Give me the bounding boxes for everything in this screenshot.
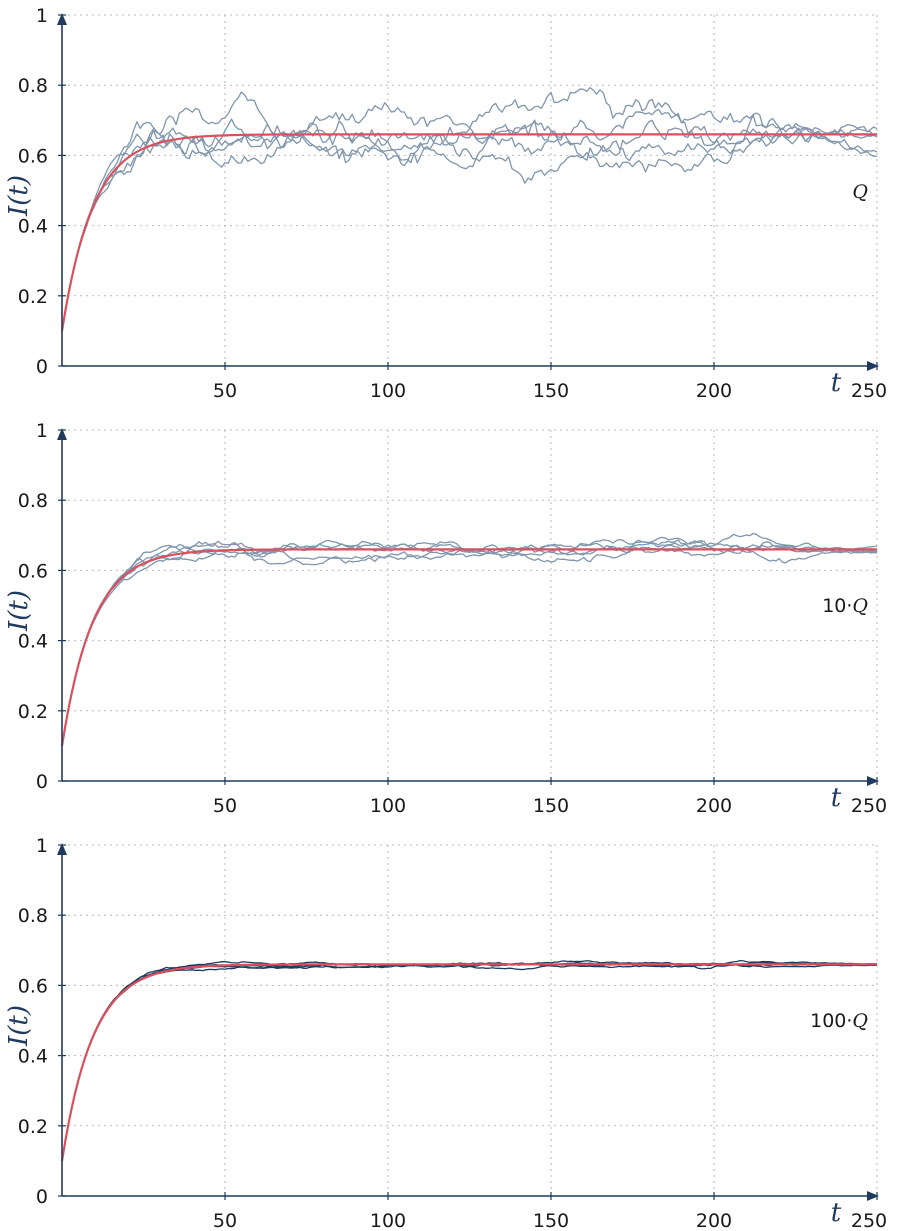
y-tick-label: 0.4	[18, 631, 48, 653]
y-tick-label: 0	[36, 771, 48, 793]
annotation-symbol: Q	[852, 181, 868, 203]
y-axis-label: I(t)	[4, 590, 34, 632]
simulation-line-5	[61, 961, 878, 1162]
simulation-line-3	[61, 961, 878, 1162]
y-tick-label: 0.2	[18, 286, 48, 308]
y-axis-label: I(t)	[4, 1005, 34, 1047]
x-tick-label: 50	[213, 1210, 237, 1231]
simulation-series	[61, 959, 878, 1162]
deterministic-line	[60, 548, 877, 747]
y-tick-label: 0.4	[18, 1046, 48, 1068]
annotation-symbol: Q	[852, 1010, 868, 1032]
y-tick-label: 0.6	[18, 560, 48, 582]
simulation-line-2	[61, 959, 878, 1162]
y-axis-arrow-icon	[57, 843, 67, 855]
x-tick-label: 200	[696, 795, 732, 817]
x-tick-label: 50	[213, 795, 237, 817]
grid	[62, 14, 878, 366]
simulation-line-4	[61, 86, 878, 332]
y-axis-arrow-icon	[57, 13, 67, 25]
x-axis-label: t	[831, 783, 842, 813]
y-tick-label: 0.8	[18, 490, 48, 512]
y-tick-label: 0.4	[18, 216, 48, 238]
y-tick-label: 0.2	[18, 1116, 48, 1138]
x-tick-label: 200	[696, 380, 732, 402]
x-tick-label: 150	[533, 1210, 569, 1231]
simulation-line-1	[61, 538, 878, 747]
x-axis-label: t	[831, 1198, 842, 1228]
simulation-line-3	[61, 539, 878, 747]
x-tick-label: 100	[370, 1210, 406, 1231]
annotation-prefix: 100·	[810, 1010, 852, 1032]
y-tick-label: 1	[36, 5, 48, 27]
series-annotation: 100·Q	[810, 1010, 868, 1032]
x-axis-label: t	[831, 368, 842, 398]
annotation-prefix: 10·	[822, 595, 852, 617]
y-tick-label: 1	[36, 835, 48, 857]
x-axis-arrow-icon	[867, 776, 879, 786]
x-tick-label: 50	[213, 380, 237, 402]
simulation-line-5	[61, 532, 878, 747]
x-axis-arrow-icon	[867, 1191, 879, 1201]
x-tick-label: 200	[696, 1210, 732, 1231]
y-axis-label: I(t)	[4, 175, 34, 217]
simulation-series	[61, 86, 878, 332]
annotation-symbol: Q	[852, 595, 868, 617]
simulation-line-5	[61, 127, 878, 332]
y-tick-label: 1	[36, 420, 48, 442]
x-tick-label: 150	[533, 380, 569, 402]
x-tick-label: 100	[370, 380, 406, 402]
simulation-line-4	[61, 541, 878, 747]
simulation-line-2	[61, 91, 878, 332]
x-tick-label: 100	[370, 795, 406, 817]
simulation-line-1	[61, 961, 878, 1162]
y-axis-arrow-icon	[57, 428, 67, 440]
x-axis-arrow-icon	[867, 361, 879, 371]
grid	[62, 844, 878, 1196]
chart-panel-2: 50 100 150 200 250 0 0.2 0.4 0.6 0.8 1 t I(t) 10·Q	[4, 420, 887, 817]
simulation-line-4	[61, 961, 878, 1162]
y-tick-label: 0.2	[18, 701, 48, 723]
x-tick-label: 250	[851, 380, 887, 402]
simulation-series	[61, 532, 878, 747]
y-tick-label: 0	[36, 356, 48, 378]
x-tick-label: 250	[851, 1210, 887, 1231]
y-tick-label: 0	[36, 1186, 48, 1208]
simulation-line-1	[61, 118, 878, 332]
x-tick-label: 150	[533, 795, 569, 817]
y-tick-label: 0.6	[18, 145, 48, 167]
series-annotation: 10·Q	[822, 595, 868, 617]
y-tick-label: 0.8	[18, 905, 48, 927]
simulation-line-2	[61, 540, 878, 747]
x-tick-label: 250	[851, 795, 887, 817]
deterministic-line	[60, 963, 877, 1162]
chart-panel-1: 50 100 150 200 250 0 0.2 0.4 0.6 0.8 1 t I(t) Q	[4, 5, 887, 402]
chart-panel-3: 50 100 150 200 250 0 0.2 0.4 0.6 0.8 1 t I(t) 100·Q	[4, 835, 887, 1231]
y-tick-label: 0.6	[18, 975, 48, 997]
y-tick-label: 0.8	[18, 75, 48, 97]
grid	[62, 429, 878, 781]
deterministic-line	[60, 133, 877, 332]
series-annotation: Q	[852, 181, 868, 203]
